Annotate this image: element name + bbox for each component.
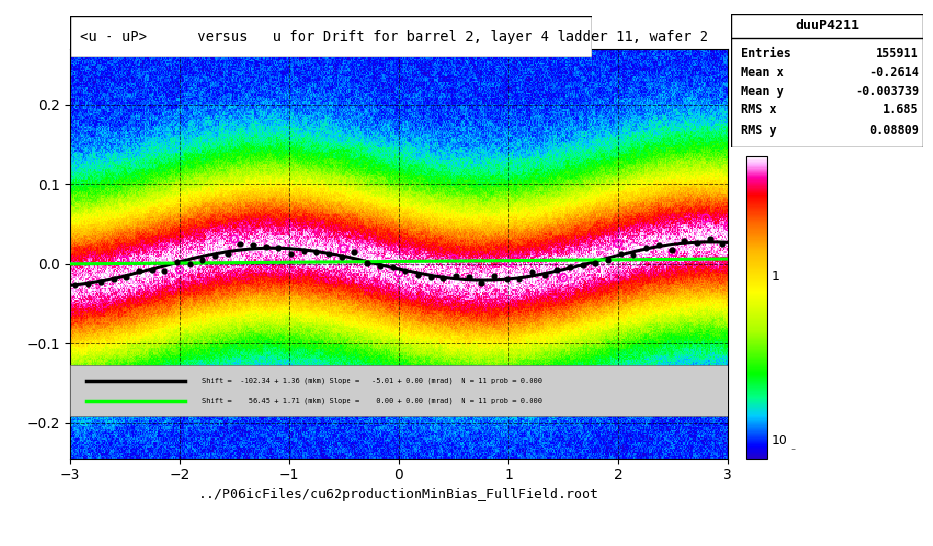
Point bbox=[80, 280, 95, 288]
Point bbox=[132, 267, 146, 276]
Text: <u - uP>      versus   u for Drift for barrel 2, layer 4 ladder 11, wafer 2: <u - uP> versus u for Drift for barrel 2… bbox=[80, 30, 708, 44]
Point bbox=[720, 222, 735, 231]
Text: -0.2614: -0.2614 bbox=[869, 66, 919, 79]
Point bbox=[220, 250, 235, 258]
Text: Shift =  -102.34 + 1.36 (mkm) Slope =   -5.01 + 0.00 (mrad)  N = 11 prob = 0.000: Shift = -102.34 + 1.36 (mkm) Slope = -5.… bbox=[202, 377, 541, 384]
Text: duuP4211: duuP4211 bbox=[795, 19, 859, 32]
Text: Shift =    56.45 + 1.71 (mkm) Slope =    0.00 + 0.00 (mrad)  N = 11 prob = 0.000: Shift = 56.45 + 1.71 (mkm) Slope = 0.00 … bbox=[202, 397, 541, 404]
Text: 10: 10 bbox=[772, 434, 787, 447]
Point bbox=[601, 256, 616, 264]
Text: Mean y: Mean y bbox=[741, 85, 784, 98]
Point bbox=[715, 239, 730, 248]
Point bbox=[676, 236, 691, 245]
Point bbox=[297, 246, 312, 255]
Point bbox=[550, 266, 564, 275]
Point bbox=[144, 265, 159, 274]
Point bbox=[233, 240, 248, 248]
Point bbox=[486, 271, 501, 280]
Point bbox=[703, 234, 717, 243]
Point bbox=[563, 263, 578, 271]
Point bbox=[524, 268, 539, 277]
Point bbox=[689, 239, 704, 247]
Point bbox=[436, 274, 451, 282]
Point bbox=[258, 242, 273, 251]
Point bbox=[259, 260, 274, 269]
Point bbox=[446, 254, 461, 263]
Point bbox=[665, 248, 680, 257]
Point bbox=[207, 252, 222, 260]
Point bbox=[347, 248, 362, 257]
Point bbox=[698, 213, 713, 222]
Point bbox=[576, 261, 591, 270]
Point bbox=[245, 241, 260, 250]
Point bbox=[334, 252, 349, 261]
Text: ⁻: ⁻ bbox=[790, 448, 795, 458]
Text: Mean x: Mean x bbox=[741, 66, 784, 79]
Point bbox=[360, 258, 375, 267]
Point bbox=[474, 279, 489, 288]
Point bbox=[322, 249, 337, 258]
Point bbox=[626, 250, 641, 259]
Text: RMS y: RMS y bbox=[741, 123, 776, 136]
Point bbox=[651, 241, 666, 250]
Point bbox=[499, 275, 514, 284]
Point bbox=[182, 259, 197, 268]
Text: 0.08809: 0.08809 bbox=[869, 123, 919, 136]
Text: -0.003739: -0.003739 bbox=[855, 85, 919, 98]
Text: 1: 1 bbox=[772, 270, 779, 283]
Text: RMS x: RMS x bbox=[741, 103, 776, 116]
Point bbox=[118, 273, 133, 282]
Point bbox=[397, 266, 412, 275]
Point bbox=[411, 270, 425, 279]
Point bbox=[461, 272, 476, 281]
Point bbox=[157, 266, 172, 275]
Point bbox=[93, 277, 108, 286]
Point bbox=[385, 263, 400, 271]
Text: Entries: Entries bbox=[741, 48, 791, 60]
Point bbox=[537, 271, 552, 280]
Point bbox=[173, 265, 188, 274]
Text: 1.685: 1.685 bbox=[884, 103, 919, 116]
Point bbox=[284, 249, 299, 258]
Point bbox=[227, 234, 242, 243]
Text: 155911: 155911 bbox=[876, 48, 919, 60]
Point bbox=[556, 273, 571, 282]
Point bbox=[68, 281, 83, 290]
Point bbox=[423, 273, 438, 282]
Point bbox=[337, 244, 352, 253]
X-axis label: ../P06icFiles/cu62productionMinBias_FullField.root: ../P06icFiles/cu62productionMinBias_Full… bbox=[199, 488, 599, 501]
Point bbox=[391, 269, 406, 277]
Point bbox=[195, 256, 210, 265]
Point bbox=[639, 244, 654, 252]
Point bbox=[170, 258, 185, 266]
Point bbox=[613, 250, 628, 258]
Point bbox=[106, 275, 121, 283]
Point bbox=[610, 239, 625, 248]
Point bbox=[501, 259, 516, 268]
Point bbox=[449, 271, 464, 280]
Point bbox=[664, 245, 679, 254]
Point bbox=[271, 244, 285, 252]
Point bbox=[309, 247, 324, 256]
Bar bbox=[70, 365, 728, 417]
Point bbox=[118, 256, 132, 264]
Point bbox=[372, 262, 387, 271]
Point bbox=[512, 275, 527, 283]
Point bbox=[588, 259, 603, 268]
